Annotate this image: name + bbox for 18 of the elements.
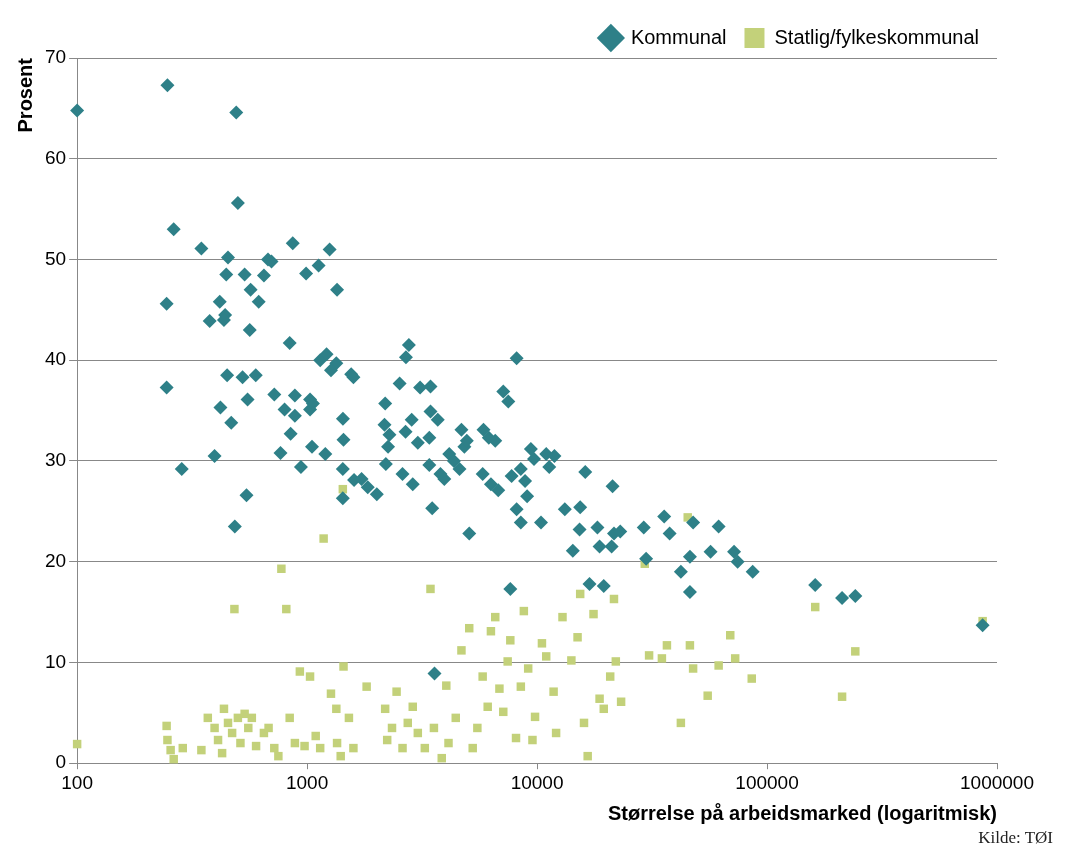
x-tick-label: 100 [61,771,93,793]
y-tick-label: 70 [44,46,67,68]
x-axis-title: Størrelse på arbeidsmarked (logaritmisk) [607,801,997,824]
y-tick-label: 30 [44,449,67,471]
x-tick-label: 1000 [285,771,329,793]
x-tick-label: 10000 [510,771,564,793]
y-tick-label: 50 [44,247,67,269]
legend-label: Statlig/fylkeskommunal [774,25,980,48]
y-tick-label: 40 [44,348,67,370]
text: Kilde: TØI [978,828,1053,848]
y-tick-label: 20 [44,549,67,571]
y-axis-title: Prosent [13,57,36,133]
y-tick-label: 60 [44,146,67,168]
x-tick-label: 100000 [735,771,799,793]
x-tick-label: 1000000 [960,771,1034,793]
legend-label: Kommunal [630,25,727,48]
y-tick-label: 10 [44,650,67,672]
y-tick-label: 0 [55,751,67,773]
